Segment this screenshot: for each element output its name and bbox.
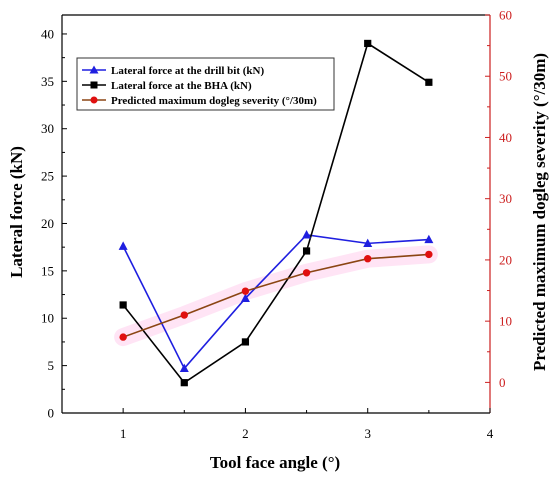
legend-marker-dogleg [90, 96, 98, 104]
x-axis-title: Tool face angle (°) [210, 453, 340, 472]
left-tick-label: 0 [48, 406, 55, 421]
legend-marker-bha [90, 81, 98, 89]
data-point-drill-bit [118, 241, 128, 250]
right-tick-label: 60 [499, 8, 512, 23]
right-tick-label: 0 [499, 375, 506, 390]
legend-label-drill-bit: Lateral force at the drill bit (kN) [111, 65, 264, 77]
left-tick-label: 15 [41, 263, 54, 278]
data-point-dogleg [119, 333, 127, 341]
data-point-bha [180, 379, 188, 387]
data-point-dogleg [425, 250, 433, 259]
y-axis-title-left: Lateral force (kN) [7, 146, 26, 278]
legend-box [76, 57, 335, 111]
data-point-bha [425, 78, 433, 86]
y-axis-title-right: Predicted maximum dogleg severity (°/30m… [530, 53, 549, 371]
data-point-bha [364, 39, 372, 48]
right-tick-labels: 0 10 20 30 40 50 60 [499, 8, 512, 390]
legend: Lateral force at the drill bit (kN) Late… [76, 57, 335, 111]
right-tick-label: 30 [499, 191, 512, 206]
x-tick-label: 1 [120, 426, 127, 441]
axes [61, 14, 491, 414]
series-markers [118, 39, 434, 387]
left-tick-label: 10 [41, 311, 54, 326]
data-point-bha [119, 301, 127, 309]
legend-entry-bha: Lateral force at the BHA (kN) [82, 80, 252, 92]
right-tick-label: 20 [499, 252, 512, 267]
legend-marker-drill-bit [89, 65, 99, 74]
series-lines [122, 42, 430, 384]
left-tick-label: 40 [41, 26, 54, 41]
legend-entry-drill-bit: Lateral force at the drill bit (kN) [82, 65, 264, 77]
series-line-drill-bit [122, 233, 429, 370]
data-point-bha [302, 247, 311, 255]
data-point-bha [241, 338, 250, 346]
legend-entry-dogleg: Predicted maximum dogleg severity (°/30m… [82, 95, 317, 107]
left-tick-label: 35 [41, 74, 54, 89]
data-point-drill-bit [179, 363, 189, 373]
legend-label-dogleg: Predicted maximum dogleg severity (°/30m… [111, 95, 317, 107]
data-point-drill-bit [302, 230, 312, 239]
data-point-dogleg [302, 269, 311, 277]
data-point-dogleg [180, 311, 188, 319]
data-point-drill-bit [240, 293, 250, 302]
data-point-dogleg [241, 287, 250, 295]
x-tick-labels: 1 2 3 4 [120, 426, 494, 441]
series-line-dogleg [122, 253, 429, 338]
right-tick-label: 40 [499, 130, 512, 145]
series-line-bha [122, 42, 430, 384]
x-tick-label: 4 [487, 426, 494, 441]
x-tick-label: 2 [242, 426, 249, 441]
left-tick-label: 5 [48, 358, 55, 373]
data-point-dogleg [364, 254, 372, 263]
data-point-drill-bit [424, 234, 434, 244]
left-tick-label: 20 [41, 216, 54, 231]
legend-label-bha: Lateral force at the BHA (kN) [111, 80, 252, 92]
x-tick-label: 3 [364, 426, 371, 441]
data-point-drill-bit [363, 238, 373, 247]
left-tick-label: 30 [41, 121, 54, 136]
right-tick-label: 10 [499, 314, 512, 329]
right-tick-label: 50 [499, 69, 512, 84]
left-tick-label: 25 [41, 169, 54, 184]
left-tick-labels: 0 5 10 15 20 25 30 35 40 [41, 26, 54, 420]
